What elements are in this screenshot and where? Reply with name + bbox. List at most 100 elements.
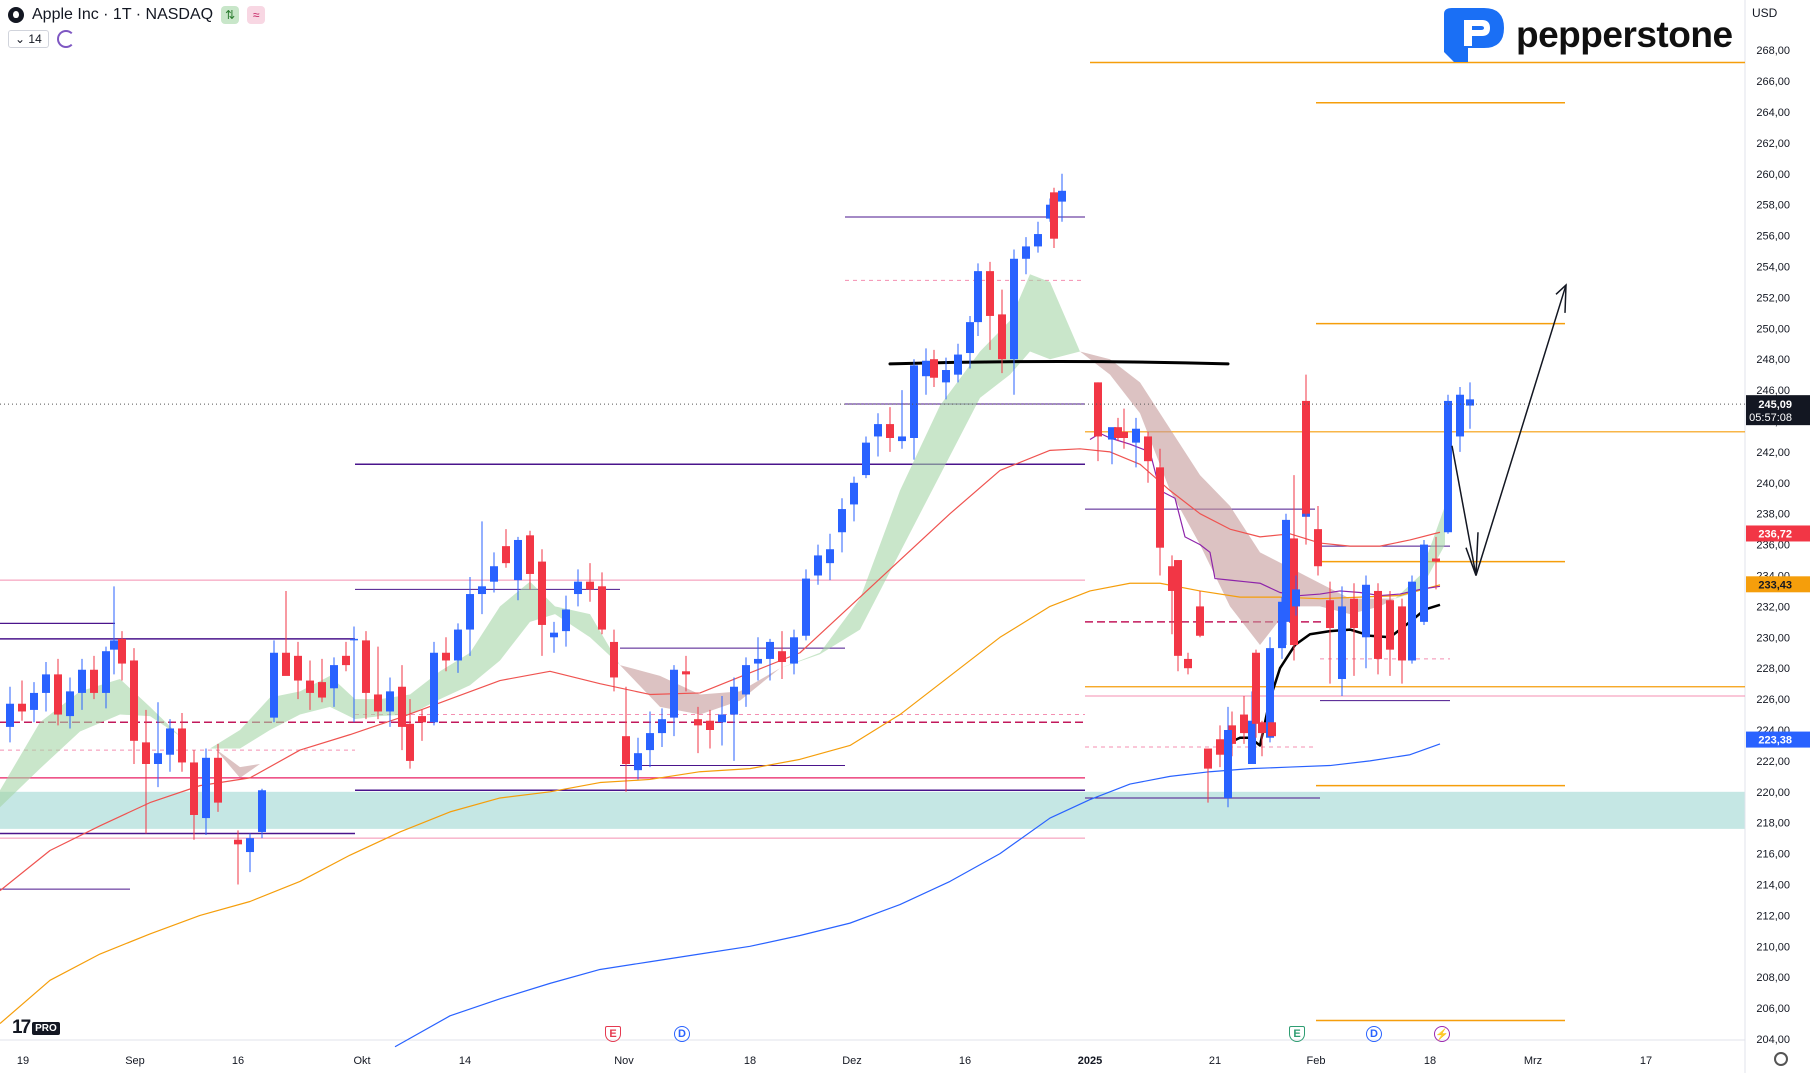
candle — [142, 709, 150, 834]
candle — [682, 655, 690, 692]
bearish-cloud — [620, 665, 780, 715]
candle — [974, 263, 982, 337]
candle — [30, 682, 38, 723]
settings-gear-icon[interactable] — [1774, 1052, 1788, 1066]
candle — [1156, 448, 1164, 576]
ma-red-line — [0, 448, 1441, 892]
candle — [6, 686, 14, 743]
candle — [1108, 427, 1116, 465]
candle-body — [1050, 192, 1058, 239]
dividend-marker[interactable]: D — [674, 1026, 690, 1042]
candle — [430, 641, 438, 726]
candle-body — [1196, 606, 1204, 636]
forecast-arrow-head — [1465, 532, 1479, 576]
y-tick-label: 214,00 — [1756, 880, 1790, 892]
candle — [694, 706, 702, 754]
y-tick-label: 246,00 — [1756, 385, 1790, 397]
y-tick-label: 266,00 — [1756, 76, 1790, 88]
candle-body — [586, 581, 594, 590]
candle-body — [234, 839, 242, 845]
candle-body — [1302, 400, 1310, 514]
candle-body — [1350, 598, 1358, 629]
symbol-title[interactable]: Apple Inc · 1T · NASDAQ — [32, 6, 214, 23]
refresh-icon[interactable] — [56, 30, 75, 48]
candle — [154, 702, 162, 788]
candle — [1240, 696, 1248, 744]
candle-body — [270, 652, 278, 718]
candle — [374, 646, 382, 720]
candle — [598, 572, 606, 635]
candle-body — [258, 790, 266, 832]
candle — [202, 748, 210, 836]
x-tick-label: 2025 — [1078, 1055, 1102, 1067]
candle-body — [646, 733, 654, 751]
candle-body — [190, 762, 198, 815]
indicator-settings[interactable]: ⌄ 14 — [8, 30, 49, 48]
candle-body — [922, 360, 930, 377]
candle-body — [1398, 606, 1406, 661]
candle-body — [1156, 467, 1164, 548]
candle — [538, 549, 546, 656]
candle-body — [1408, 581, 1416, 661]
y-tick-label: 218,00 — [1756, 818, 1790, 830]
earnings-marker-2[interactable]: E — [1289, 1026, 1305, 1042]
y-tick-label: 262,00 — [1756, 138, 1790, 150]
candle-body — [110, 640, 118, 650]
candle — [1258, 720, 1266, 757]
candle — [862, 436, 870, 479]
forecast-arrow-head — [1555, 283, 1567, 313]
indicator-legend: ⌄ 14 — [8, 30, 75, 48]
candle-body — [706, 720, 714, 730]
x-tick-label: 16 — [959, 1055, 971, 1067]
earnings-marker[interactable]: E — [605, 1026, 621, 1042]
candle-body — [154, 753, 162, 764]
candle — [466, 577, 474, 656]
candle-body — [730, 686, 738, 715]
candle — [790, 629, 798, 675]
y-tick-label: 248,00 — [1756, 354, 1790, 366]
event-bolt-icon[interactable]: ⚡ — [1434, 1026, 1450, 1042]
candle-body — [78, 669, 86, 693]
candle-body — [1420, 544, 1428, 622]
candle — [778, 631, 786, 680]
x-tick-label: 21 — [1209, 1055, 1221, 1067]
candle-body — [610, 641, 618, 678]
y-tick-label: 258,00 — [1756, 200, 1790, 212]
candle-body — [562, 609, 570, 632]
candle-body — [766, 641, 774, 659]
candle-body — [1292, 589, 1300, 607]
candle — [406, 699, 414, 769]
price-label-text: 223,38 — [1758, 735, 1792, 747]
data-status-icon[interactable]: ≈ — [247, 6, 266, 24]
candle — [646, 711, 654, 768]
candle — [730, 677, 738, 761]
candle-body — [102, 651, 110, 693]
candle — [634, 737, 642, 780]
candle — [418, 709, 426, 741]
candle-body — [838, 509, 846, 533]
candle — [910, 359, 918, 460]
candle-body — [1184, 658, 1192, 669]
candle — [1350, 583, 1358, 676]
candle-body — [166, 728, 174, 755]
candle — [1196, 590, 1204, 638]
y-tick-label: 264,00 — [1756, 107, 1790, 119]
candle-body — [802, 578, 810, 636]
candle — [886, 407, 894, 452]
market-status-icon[interactable]: ⇅ — [221, 6, 240, 24]
candle-body — [1266, 648, 1274, 738]
currency-label[interactable]: USD — [1752, 6, 1778, 20]
candle-body — [1168, 566, 1176, 591]
candle-body — [202, 757, 210, 819]
candle — [930, 349, 938, 388]
candle-body — [54, 674, 62, 715]
candle — [1094, 382, 1102, 462]
bearish-cloud — [1080, 351, 1395, 646]
dividend-marker-2[interactable]: D — [1366, 1026, 1382, 1042]
candle-body — [1094, 382, 1102, 437]
x-tick-label: Mrz — [1524, 1055, 1542, 1067]
candle-body — [490, 566, 498, 582]
candle — [330, 657, 338, 707]
